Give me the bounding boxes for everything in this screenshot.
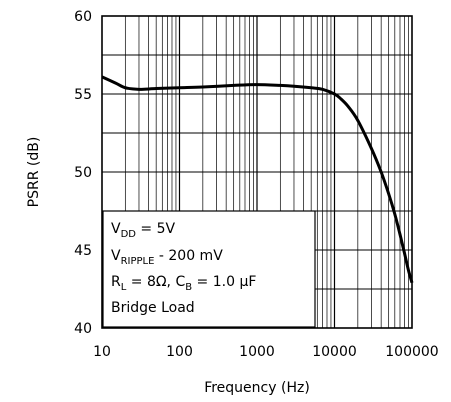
y-tick-label: 60 — [74, 9, 92, 25]
x-tick-label: 10 — [93, 344, 111, 360]
y-axis-label: PSRR (dB) — [26, 137, 42, 208]
y-tick-label: 40 — [74, 321, 92, 337]
x-tick-label: 10000 — [312, 344, 357, 360]
x-tick-label: 1000 — [239, 344, 275, 360]
annotation-text: VDD = 5V VRIPPLE - 200 mV RL = 8Ω, CB = 1.… — [111, 221, 256, 316]
plot-frame — [101, 15, 413, 329]
y-tick-label: 45 — [74, 243, 92, 259]
y-tick-labels: 40 45 50 55 60 — [74, 9, 92, 337]
annotation-line: RL = 8Ω, CB = 1.0 μF — [111, 274, 256, 293]
annotation-line: VRIPPLE - 200 mV — [111, 248, 223, 267]
legend-box — [102, 210, 316, 328]
x-axis-label: Frequency (Hz) — [204, 380, 310, 396]
series-line-psrr — [101, 75, 414, 284]
x-tick-label: 100 — [166, 344, 193, 360]
x-tick-label: 100000 — [385, 344, 438, 360]
x-tick-labels: 10 100 1000 10000 100000 — [93, 344, 439, 360]
y-tick-label: 50 — [74, 165, 92, 181]
annotation-line: Bridge Load — [111, 300, 195, 316]
annotation-line: VDD = 5V — [111, 221, 176, 240]
y-tick-label: 55 — [74, 87, 92, 103]
